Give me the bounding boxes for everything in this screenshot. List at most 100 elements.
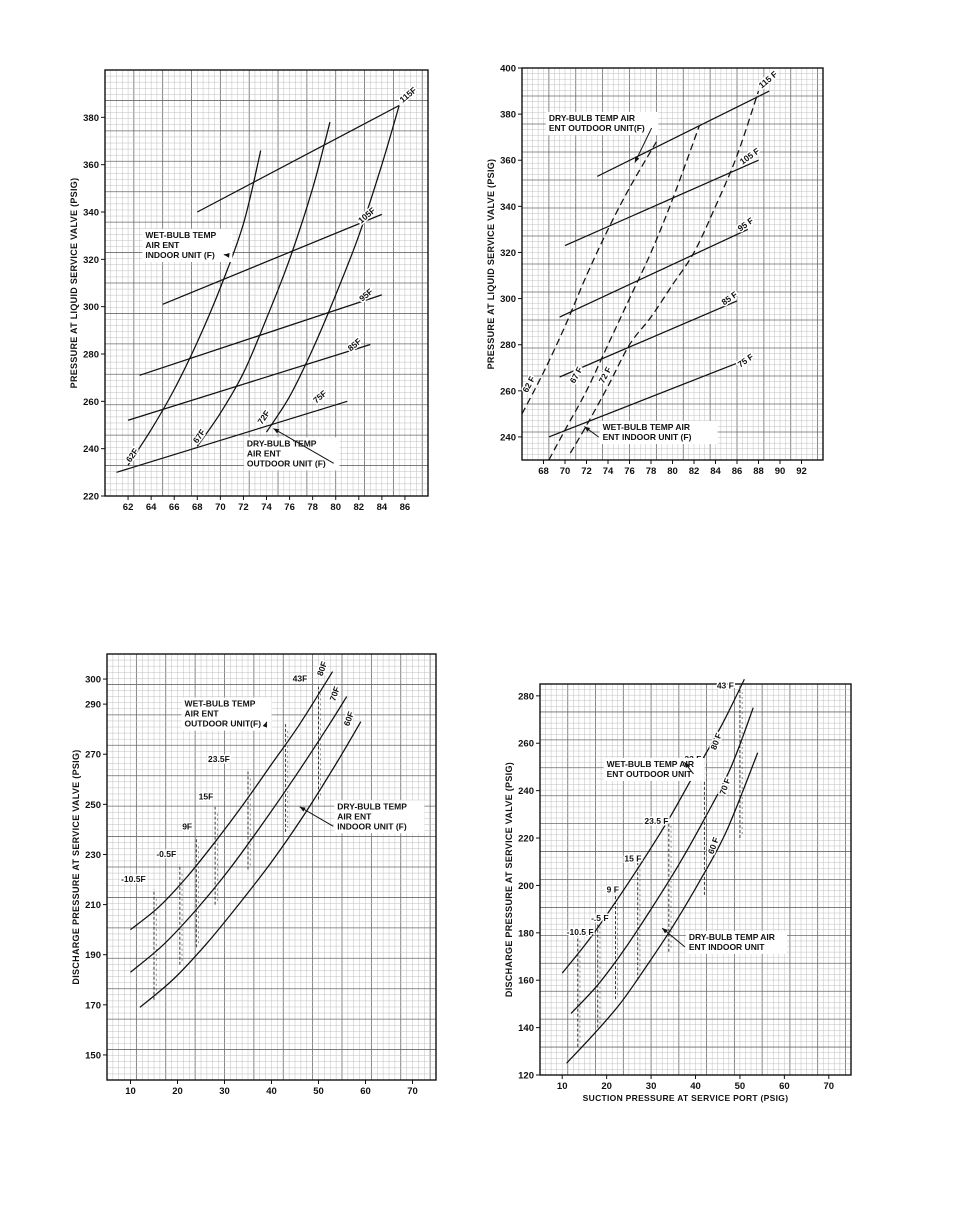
y-tick-label: 290 — [85, 700, 101, 711]
x-tick-label: 20 — [172, 1086, 183, 1097]
annotation-box — [545, 112, 659, 136]
curve-label: 85F — [346, 336, 364, 353]
annotation-text: DRY-BULB TEMP — [247, 438, 317, 448]
annotation-text: DRY-BULB TEMP AIR — [689, 932, 775, 942]
annotation-text: AIR ENT — [247, 448, 282, 458]
annotation-text: WET-BULB TEMP AIR — [607, 759, 694, 769]
curve-label: 70 F — [717, 777, 732, 796]
series-line-62f — [127, 150, 262, 466]
y-tick-label: 360 — [500, 156, 516, 167]
x-tick-label: 40 — [266, 1086, 277, 1097]
series-line-75f — [548, 362, 738, 438]
curve-label: 62F — [124, 446, 141, 464]
curve-label: 80 F — [708, 732, 723, 751]
x-tick-label: 76 — [624, 466, 635, 477]
y-tick-label: 180 — [518, 928, 534, 939]
series-line-70f — [130, 696, 348, 973]
y-tick-label: 280 — [83, 350, 99, 361]
x-tick-label: 92 — [796, 466, 807, 477]
annotation-box — [334, 800, 425, 834]
x-tick-label: 74 — [261, 502, 272, 513]
x-tick-label: 84 — [710, 466, 721, 477]
reference-label: 23.5 F — [644, 816, 668, 826]
arrow-head-icon — [684, 762, 690, 769]
series-line-67f — [548, 125, 700, 461]
reference-label: 43F — [293, 674, 308, 684]
y-tick-label: 160 — [518, 976, 534, 987]
y-tick-label: 340 — [83, 208, 99, 219]
annotation-text: ENT OUTDOOR UNIT — [607, 769, 693, 779]
annotation-text: ENT INDOOR UNIT (F) — [603, 432, 692, 442]
y-tick-label: 240 — [83, 444, 99, 455]
x-tick-label: 78 — [646, 466, 657, 477]
y-tick-label: 220 — [518, 834, 534, 845]
series-line-95f — [559, 228, 749, 318]
annotation-text: WET-BULB TEMP AIR — [603, 422, 690, 432]
y-axis-label: DISCHARGE PRESSURE AT SERVICE VALVE (PSI… — [504, 762, 514, 997]
y-tick-label: 140 — [518, 1023, 534, 1034]
x-tick-label: 72 — [238, 502, 249, 513]
series-line-67f — [196, 121, 331, 447]
y-tick-label: 360 — [83, 160, 99, 171]
series-line-115f — [196, 104, 400, 213]
x-tick-label: 50 — [313, 1086, 324, 1097]
x-tick-label: 90 — [775, 466, 786, 477]
y-tick-label: 300 — [83, 302, 99, 313]
grid — [522, 68, 823, 460]
x-axis-label: SUCTION PRESSURE AT SERVICE PORT (PSIG) — [583, 1093, 789, 1103]
reference-label: -0.5F — [156, 849, 176, 859]
chart-2: 68 70 72 74 76 78 80 82 84 86 88 90 92 240 260 280 300 32… — [486, 64, 824, 477]
reference-label: 43 F — [717, 681, 734, 691]
curve-label: 72F — [255, 408, 272, 426]
y-tick-label: 230 — [85, 850, 101, 861]
annotation-text: AIR ENT — [145, 240, 180, 250]
y-tick-label: 270 — [85, 750, 101, 761]
x-tick-label: 68 — [538, 466, 549, 477]
series-line-72f — [265, 105, 400, 433]
x-tick-label: 10 — [557, 1081, 568, 1092]
annotation-box — [599, 421, 718, 445]
y-tick-label: 190 — [85, 950, 101, 961]
y-tick-label: 260 — [83, 397, 99, 408]
reference-label: -.5 F — [591, 913, 608, 923]
y-axis-label: DISCHARGE PRESSURE AT SERVICE VALVE (PSI… — [71, 749, 81, 984]
reference-label: 15F — [199, 791, 214, 801]
annotation-text: INDOOR UNIT (F) — [145, 250, 215, 260]
x-tick-label: 82 — [689, 466, 700, 477]
arrow-head-icon — [273, 428, 280, 434]
annotation-text: AIR ENT — [337, 811, 372, 821]
x-tick-label: 30 — [219, 1086, 230, 1097]
y-tick-label: 340 — [500, 202, 516, 213]
reference-label: 9 F — [607, 885, 619, 895]
annotation-arrow — [299, 806, 334, 827]
y-tick-label: 380 — [500, 110, 516, 121]
annotation-box — [685, 930, 788, 954]
series-line-105f — [564, 159, 759, 247]
y-tick-label: 120 — [518, 1071, 534, 1082]
series-line-62f — [521, 141, 657, 415]
y-tick-label: 170 — [85, 1000, 101, 1011]
x-tick-label: 84 — [377, 502, 388, 513]
x-tick-label: 50 — [735, 1081, 746, 1092]
y-axis-label: PRESSURE AT LIQUID SERVICE VALVE (PSIG) — [69, 178, 79, 389]
curve-label: 115F — [397, 85, 418, 105]
chart-1: 62 64 66 68 70 72 74 76 78 80 82 84 86 220 240 260 280 30… — [69, 69, 429, 513]
annotation-text: AIR ENT — [185, 709, 220, 719]
curve-label: 75F — [311, 388, 329, 405]
chart-4: 10 20 30 40 50 60 70 120 140 160 180 200 220 240 260 28… — [504, 678, 852, 1103]
x-tick-label: 66 — [169, 502, 180, 513]
y-tick-label: 400 — [500, 64, 516, 75]
y-axis-label: PRESSURE AT LIQUID SERVICE VALVE (PSIG) — [486, 159, 496, 370]
series-line-60f — [139, 721, 362, 1008]
x-tick-label: 60 — [779, 1081, 790, 1092]
curve-label: 67F — [191, 427, 208, 445]
y-tick-label: 240 — [518, 786, 534, 797]
series-line-85f — [559, 300, 738, 378]
annotation-text: DRY-BULB TEMP — [337, 801, 407, 811]
x-tick-label: 86 — [732, 466, 743, 477]
y-tick-label: 280 — [500, 340, 516, 351]
reference-label: -10.5 F — [567, 927, 594, 937]
y-tick-label: 200 — [518, 881, 534, 892]
series-line-72f — [569, 90, 760, 454]
